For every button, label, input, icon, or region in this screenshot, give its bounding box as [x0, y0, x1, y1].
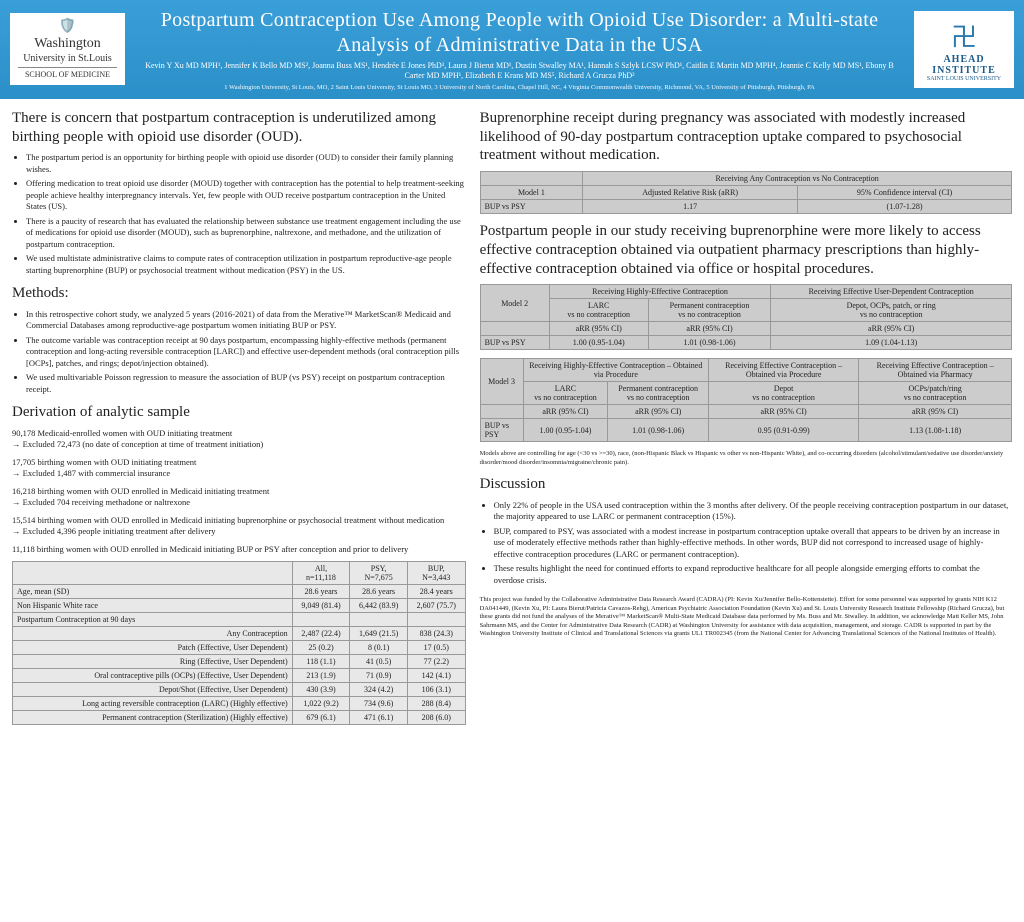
- model3-table: Model 3Receiving Highly-Effective Contra…: [480, 358, 1012, 442]
- washu-logo: 🛡️ Washington University in St.Louis SCH…: [10, 13, 125, 85]
- table-row: Long acting reversible contraception (LA…: [13, 696, 466, 710]
- derivation-step: 16,218 birthing women with OUD enrolled …: [12, 486, 466, 509]
- table-row: Patch (Effective, User Dependent)25 (0.2…: [13, 640, 466, 654]
- list-item: We used multistate administrative claims…: [26, 253, 466, 276]
- list-item: There is a paucity of research that has …: [26, 216, 466, 250]
- affiliations: 1 Washington University, St Louis, MO, 2…: [135, 84, 904, 91]
- table-row: Non Hispanic White race9,049 (81.4)6,442…: [13, 598, 466, 612]
- list-item: The outcome variable was contraception r…: [26, 335, 466, 369]
- methods-heading: Methods:: [12, 284, 466, 303]
- list-item: The postpartum period is an opportunity …: [26, 152, 466, 175]
- list-item: These results highlight the need for con…: [494, 563, 1012, 586]
- derivation-step: 90,178 Medicaid-enrolled women with OUD …: [12, 428, 466, 451]
- list-item: Only 22% of people in the USA used contr…: [494, 500, 1012, 523]
- poster-title: Postpartum Contraception Use Among Peopl…: [135, 8, 904, 58]
- ahead-logo: 卍 AHEADINSTITUTE SAINT LOUIS UNIVERSITY: [914, 11, 1014, 88]
- derivation-step: 11,118 birthing women with OUD enrolled …: [12, 544, 466, 555]
- table-row: Age, mean (SD)28.6 years28.6 years28.4 y…: [13, 584, 466, 598]
- intro-list: The postpartum period is an opportunity …: [12, 152, 466, 276]
- left-column: There is concern that postpartum contrac…: [12, 109, 466, 733]
- derivation-step: 15,514 birthing women with OUD enrolled …: [12, 515, 466, 538]
- discussion-list: Only 22% of people in the USA used contr…: [480, 500, 1012, 586]
- table-row: Postpartum Contraception at 90 days: [13, 612, 466, 626]
- authors: Kevin Y Xu MD MPH¹, Jennifer K Bello MD …: [135, 61, 904, 82]
- list-item: We used multivariable Poisson regression…: [26, 372, 466, 395]
- table-row: Any Contraception2,487 (22.4)1,649 (21.5…: [13, 626, 466, 640]
- model-note: Models above are controlling for age (<3…: [480, 450, 1012, 467]
- derivation-heading: Derivation of analytic sample: [12, 403, 466, 422]
- content: There is concern that postpartum contrac…: [0, 99, 1024, 743]
- list-item: BUP, compared to PSY, was associated wit…: [494, 526, 1012, 560]
- poster-header: 🛡️ Washington University in St.Louis SCH…: [0, 0, 1024, 99]
- title-block: Postpartum Contraception Use Among Peopl…: [135, 8, 904, 91]
- table-row: Ring (Effective, User Dependent)118 (1.1…: [13, 654, 466, 668]
- methods-list: In this retrospective cohort study, we a…: [12, 309, 466, 395]
- finding1-heading: Buprenorphine receipt during pregnancy w…: [480, 109, 1012, 165]
- model2-table: Model 2Receiving Highly-Effective Contra…: [480, 284, 1012, 350]
- finding2-heading: Postpartum people in our study receiving…: [480, 222, 1012, 278]
- list-item: Offering medication to treat opioid use …: [26, 178, 466, 212]
- demographics-table: All, n=11,118PSY, N=7,675BUP, N=3,443Age…: [12, 561, 466, 725]
- list-item: In this retrospective cohort study, we a…: [26, 309, 466, 332]
- derivation-step: 17,705 birthing women with OUD initiatin…: [12, 457, 466, 480]
- intro-heading: There is concern that postpartum contrac…: [12, 109, 466, 147]
- derivation-block: 90,178 Medicaid-enrolled women with OUD …: [12, 428, 466, 555]
- table-row: Depot/Shot (Effective, User Dependent)43…: [13, 682, 466, 696]
- funding-text: This project was funded by the Collabora…: [480, 596, 1012, 638]
- model1-table: Receiving Any Contraception vs No Contra…: [480, 171, 1012, 214]
- right-column: Buprenorphine receipt during pregnancy w…: [480, 109, 1012, 733]
- table-row: Oral contraceptive pills (OCPs) (Effecti…: [13, 668, 466, 682]
- discussion-heading: Discussion: [480, 475, 1012, 494]
- table-row: Permanent contraception (Sterilization) …: [13, 710, 466, 724]
